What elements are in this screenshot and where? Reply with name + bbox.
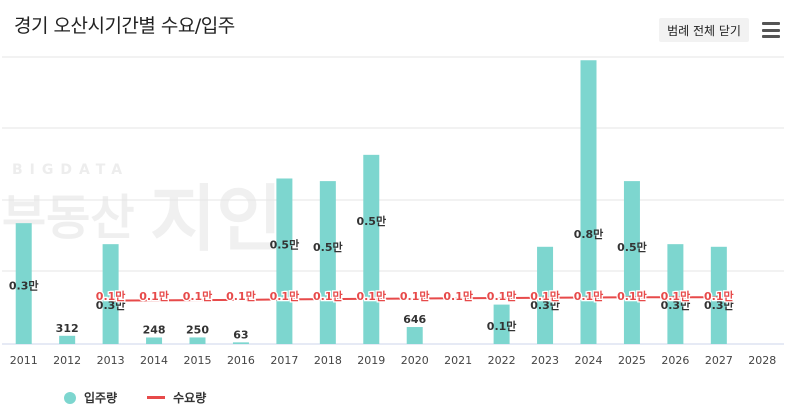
- x-tick-2012: 2012: [53, 354, 81, 367]
- x-tick-2016: 2016: [227, 354, 255, 367]
- bar-label-2019: 0.5만: [356, 214, 386, 228]
- x-tick-2025: 2025: [618, 354, 646, 367]
- demand-label-2021: 0.1만: [443, 289, 473, 303]
- bar-label-2012: 312: [56, 322, 79, 335]
- bar-label-2020: 646: [403, 313, 426, 326]
- x-tick-2027: 2027: [705, 354, 733, 367]
- bar-2027: [710, 246, 727, 344]
- bar-label-2011: 0.3만: [9, 279, 39, 293]
- x-tick-2019: 2019: [357, 354, 385, 367]
- bar-2024: [580, 60, 597, 344]
- bar-label-2024: 0.8만: [574, 227, 604, 241]
- bar-2017: [276, 178, 293, 344]
- demand-line: [110, 296, 719, 302]
- demand-label-2027: 0.1만: [704, 289, 734, 303]
- demand-label-2015: 0.1만: [183, 289, 213, 303]
- bar-2025: [623, 181, 640, 344]
- demand-label-2013: 0.1만: [96, 289, 126, 303]
- demand-label-2019: 0.1만: [356, 289, 386, 303]
- demand-label-2025: 0.1만: [617, 289, 647, 303]
- demand-label-2024: 0.1만: [574, 289, 604, 303]
- x-tick-2023: 2023: [531, 354, 559, 367]
- bar-2014: [146, 337, 163, 344]
- demand-label-2020: 0.1만: [400, 289, 430, 303]
- bar-2011: [15, 223, 32, 344]
- chart-legend: 입주량 수요량: [64, 389, 236, 406]
- bar-label-2018: 0.5만: [313, 240, 343, 254]
- x-tick-2020: 2020: [401, 354, 429, 367]
- x-tick-2013: 2013: [97, 354, 125, 367]
- legend-item-demand[interactable]: 수요량: [147, 389, 206, 406]
- legend-item-supply[interactable]: 입주량: [64, 389, 117, 406]
- bar-2018: [319, 181, 336, 344]
- x-tick-2021: 2021: [444, 354, 472, 367]
- bar-label-2017: 0.5만: [270, 237, 300, 251]
- hamburger-menu-icon[interactable]: [762, 22, 780, 38]
- bar-2015: [189, 337, 206, 344]
- demand-label-2022: 0.1만: [487, 289, 517, 303]
- bar-2012: [59, 335, 76, 344]
- x-tick-2024: 2024: [575, 354, 603, 367]
- x-tick-2017: 2017: [270, 354, 298, 367]
- demand-label-2026: 0.1만: [661, 289, 691, 303]
- bar-2016: [232, 342, 249, 344]
- bar-label-2027: 0.3만: [704, 298, 734, 312]
- bar-2020: [406, 327, 423, 344]
- legend-dot-icon: [64, 391, 76, 404]
- legend-line-icon: [147, 396, 166, 399]
- bar-label-2023: 0.3만: [530, 298, 560, 312]
- legend-toggle-button[interactable]: 범례 전체 닫기: [659, 18, 749, 42]
- chart-title: 경기 오산시기간별 수요/입주: [14, 15, 235, 37]
- x-tick-2014: 2014: [140, 354, 168, 367]
- x-tick-2026: 2026: [661, 354, 689, 367]
- demand-label-2014: 0.1만: [139, 289, 169, 303]
- x-tick-2018: 2018: [314, 354, 342, 367]
- bar-label-2026: 0.3만: [661, 298, 691, 312]
- bar-2023: [537, 246, 554, 344]
- bar-label-2013: 0.3만: [96, 298, 126, 312]
- bar-2019: [363, 154, 380, 344]
- bar-2013: [102, 244, 119, 344]
- bar-label-2022: 0.1만: [487, 319, 517, 333]
- x-tick-2011: 2011: [10, 354, 38, 367]
- demand-label-2018: 0.1만: [313, 289, 343, 303]
- demand-label-2016: 0.1만: [226, 289, 256, 303]
- bar-2026: [667, 244, 684, 344]
- demand-label-2017: 0.1만: [270, 289, 300, 303]
- bar-label-2016: 63: [233, 328, 248, 341]
- bar-label-2025: 0.5만: [617, 240, 647, 254]
- x-tick-2028: 2028: [748, 354, 776, 367]
- x-tick-2022: 2022: [488, 354, 516, 367]
- x-tick-2015: 2015: [184, 354, 212, 367]
- bar-2022: [493, 304, 510, 344]
- demand-label-2023: 0.1만: [530, 289, 560, 303]
- legend-label: 입주량: [84, 391, 118, 405]
- bar-label-2015: 250: [186, 323, 209, 336]
- legend-label: 수요량: [173, 391, 207, 405]
- bar-label-2014: 248: [143, 323, 166, 336]
